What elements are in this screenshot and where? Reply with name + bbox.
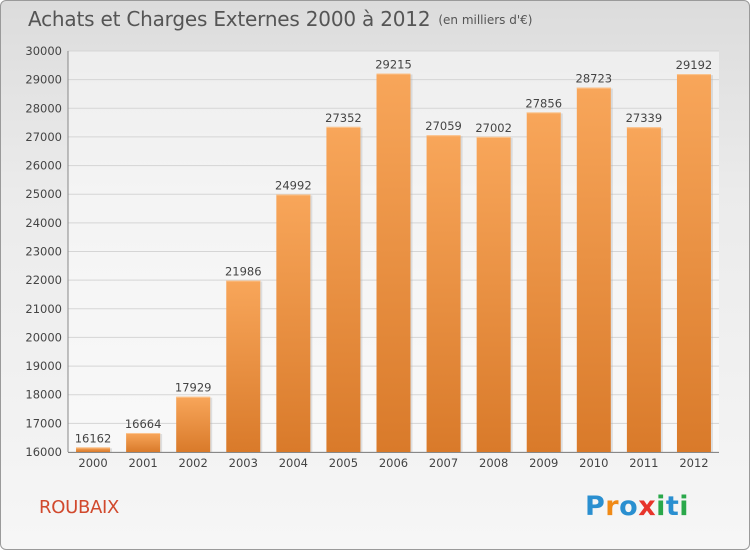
- y-tick-label: 19000: [25, 359, 62, 373]
- x-tick-label: 2009: [529, 456, 558, 470]
- value-label: 28723: [576, 72, 613, 86]
- value-label: 27002: [475, 121, 512, 135]
- x-tick-label: 2005: [329, 456, 358, 470]
- x-tick-label: 2006: [379, 456, 408, 470]
- bar: [276, 194, 311, 453]
- y-tick-label: 25000: [25, 187, 62, 201]
- y-tick-label: 24000: [25, 216, 62, 230]
- logo-letter: P: [585, 491, 606, 522]
- x-tick-label: 2002: [179, 456, 208, 470]
- logo-letter: t: [665, 491, 680, 522]
- bar: [476, 136, 511, 453]
- value-label: 29215: [375, 57, 412, 71]
- y-tick-label: 28000: [25, 101, 62, 115]
- bar: [576, 87, 611, 452]
- logo-letter: i: [679, 491, 690, 522]
- y-tick-label: 29000: [25, 73, 62, 87]
- bar: [426, 135, 461, 452]
- logo-letter: i: [656, 491, 666, 522]
- y-tick-label: 16000: [25, 445, 62, 459]
- brand-logo: Proxiti: [585, 491, 689, 522]
- y-tick-label: 22000: [25, 273, 62, 287]
- bar: [676, 74, 711, 452]
- y-tick-label: 30000: [25, 44, 62, 58]
- bar: [526, 112, 561, 453]
- x-tick-label: 2007: [429, 456, 458, 470]
- unit-note: (en milliers d'€): [438, 13, 533, 27]
- value-label: 27339: [626, 111, 663, 125]
- value-label: 24992: [275, 178, 312, 192]
- chart-title: Achats et Charges Externes 2000 à 2012 (e…: [28, 7, 532, 31]
- value-label: 29192: [676, 58, 713, 72]
- x-tick-label: 2012: [679, 456, 708, 470]
- y-tick-label: 21000: [25, 302, 62, 316]
- y-tick-label: 17000: [25, 416, 62, 430]
- x-tick-label: 2011: [629, 456, 658, 470]
- bar: [626, 127, 661, 453]
- bar: [326, 126, 361, 452]
- logo-letter: x: [638, 491, 657, 522]
- value-label: 17929: [175, 381, 212, 395]
- x-tick-label: 2000: [78, 456, 107, 470]
- bar: [376, 73, 411, 452]
- location-label: ROUBAIX: [39, 497, 120, 518]
- title-text: Achats et Charges Externes 2000 à 2012: [28, 7, 431, 31]
- x-tick-label: 2001: [128, 456, 157, 470]
- bar: [176, 396, 211, 452]
- x-tick-label: 2010: [579, 456, 608, 470]
- value-label: 27352: [325, 111, 362, 125]
- y-tick-label: 18000: [25, 388, 62, 402]
- value-label: 27059: [425, 119, 462, 133]
- logo-letter: r: [605, 491, 620, 522]
- y-tick-label: 26000: [25, 159, 62, 173]
- value-label: 21986: [225, 265, 262, 279]
- bar: [76, 447, 111, 452]
- y-tick-label: 27000: [25, 130, 62, 144]
- y-tick-label: 23000: [25, 245, 62, 259]
- logo-letter: o: [619, 491, 639, 522]
- x-tick-label: 2008: [479, 456, 508, 470]
- bar: [226, 280, 261, 452]
- value-label: 16664: [125, 417, 162, 431]
- x-tick-label: 2004: [279, 456, 308, 470]
- value-label: 27856: [525, 96, 562, 110]
- value-label: 16162: [75, 431, 112, 445]
- bar: [126, 432, 161, 452]
- x-tick-label: 2003: [229, 456, 258, 470]
- y-tick-label: 20000: [25, 330, 62, 344]
